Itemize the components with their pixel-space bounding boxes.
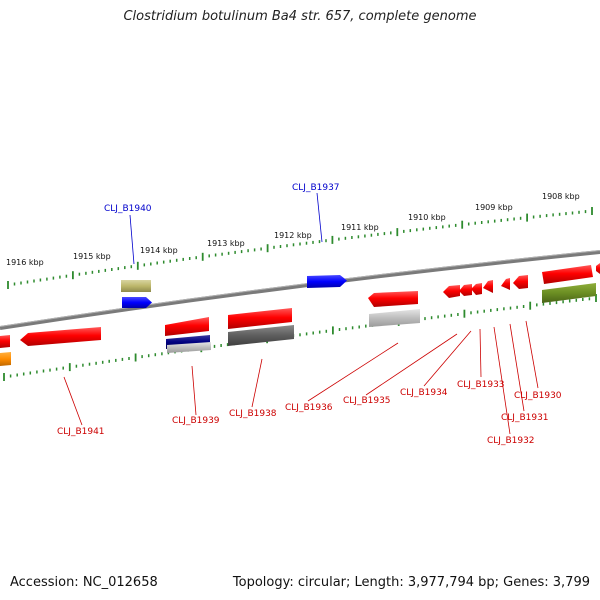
figure-title: Clostridium botulinum Ba4 str. 657, comp… xyxy=(123,9,477,24)
gene-arrow[interactable] xyxy=(483,280,493,293)
gene-label-clj-b1936[interactable]: CLJ_B1936 xyxy=(285,403,333,413)
gene-arrow[interactable] xyxy=(167,342,211,353)
gene-arrow[interactable] xyxy=(501,278,510,290)
gene-arrow[interactable] xyxy=(165,317,209,336)
accession-text: Accession: NC_012658 xyxy=(10,575,158,590)
scale-label: 1909 kbp xyxy=(475,203,513,212)
scale-ticks-upper xyxy=(7,207,593,289)
gene-label-clj-b1930[interactable]: CLJ_B1930 xyxy=(514,391,562,401)
gene-label-clj-b1938[interactable]: CLJ_B1938 xyxy=(229,409,277,419)
gene-arrow[interactable] xyxy=(542,265,593,284)
gene-arrow[interactable] xyxy=(0,335,10,348)
scale-label: 1915 kbp xyxy=(73,252,111,261)
gene-arrow[interactable] xyxy=(228,308,292,329)
gene-label-clj-b1932[interactable]: CLJ_B1932 xyxy=(487,436,535,446)
gene-arrow[interactable] xyxy=(121,280,151,292)
scale-label: 1911 kbp xyxy=(341,223,379,232)
gene-arrow[interactable] xyxy=(542,283,596,303)
scale-label: 1914 kbp xyxy=(140,246,178,255)
genome-summary-text: Topology: circular; Length: 3,977,794 bp… xyxy=(232,575,590,590)
gene-arrow[interactable] xyxy=(513,275,528,289)
gene-arrow[interactable] xyxy=(307,275,347,288)
gene-label-clj-b1933[interactable]: CLJ_B1933 xyxy=(457,380,505,390)
scale-label: 1908 kbp xyxy=(542,192,580,201)
genome-backbone-highlight xyxy=(0,250,600,327)
leader-lines xyxy=(63,192,539,435)
scale-label: 1910 kbp xyxy=(408,213,446,222)
gene-arrow[interactable] xyxy=(369,309,420,327)
gene-arrow[interactable] xyxy=(596,263,600,274)
scale-label: 1912 kbp xyxy=(274,231,312,240)
scale-label: 1913 kbp xyxy=(207,239,245,248)
gene-label-clj-b1931[interactable]: CLJ_B1931 xyxy=(501,413,549,423)
gene-arrow[interactable] xyxy=(228,325,294,346)
scale-label: 1916 kbp xyxy=(6,258,44,267)
gene-arrow[interactable] xyxy=(20,327,101,346)
gene-arrow[interactable] xyxy=(368,291,418,307)
gene-label-clj-b1934[interactable]: CLJ_B1934 xyxy=(400,388,448,398)
gene-arrow[interactable] xyxy=(122,297,152,308)
gene-arrow[interactable] xyxy=(443,285,460,298)
gene-label-clj-b1940[interactable]: CLJ_B1940 xyxy=(104,204,152,214)
gene-arrow[interactable] xyxy=(471,283,482,295)
gene-label-clj-b1941[interactable]: CLJ_B1941 xyxy=(57,427,105,437)
gene-label-clj-b1935[interactable]: CLJ_B1935 xyxy=(343,396,391,406)
genome-backbone xyxy=(0,250,600,330)
gene-arrow[interactable] xyxy=(0,352,11,366)
gene-arrow[interactable] xyxy=(459,284,472,296)
gene-label-clj-b1939[interactable]: CLJ_B1939 xyxy=(172,416,220,426)
gene-label-clj-b1937[interactable]: CLJ_B1937 xyxy=(292,183,340,193)
